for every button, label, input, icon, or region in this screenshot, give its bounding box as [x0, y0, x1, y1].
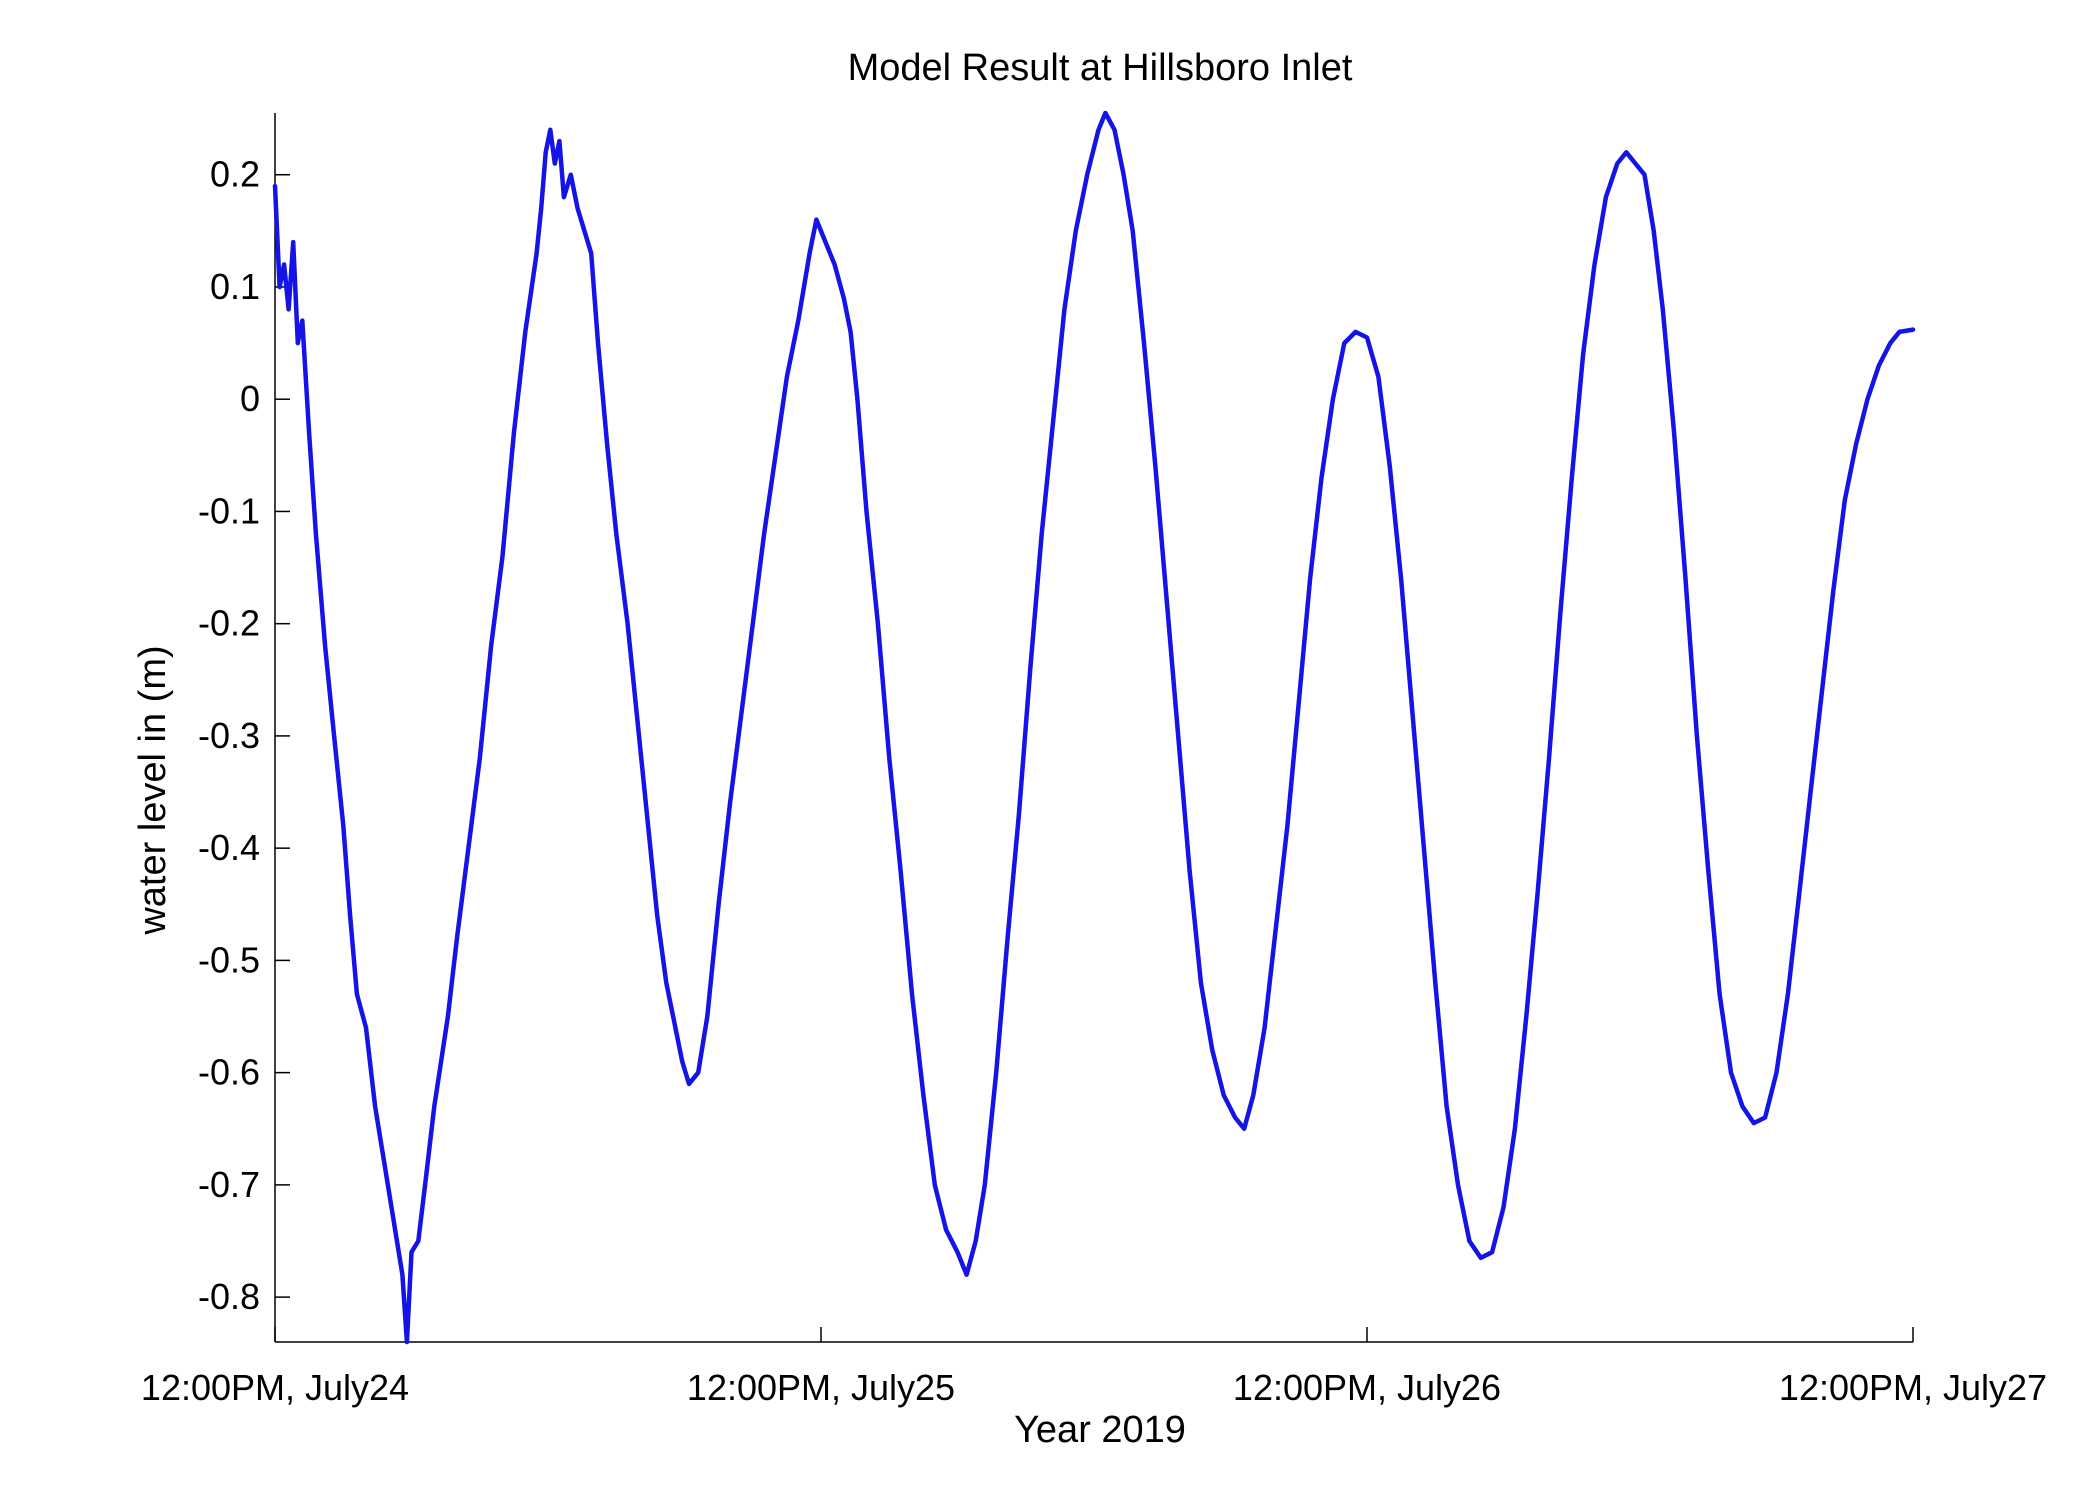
y-tick-label: -0.7: [198, 1164, 260, 1205]
x-axis-label: Year 2019: [1014, 1409, 1186, 1451]
y-tick-label: -0.4: [198, 827, 260, 868]
series-group: [272, 110, 1916, 1345]
series-line-0: [272, 110, 1916, 1345]
y-tick-label: -0.5: [198, 939, 260, 980]
y-tick-label: -0.8: [198, 1276, 260, 1317]
x-tick-label: 12:00PM, July25: [687, 1367, 955, 1408]
y-tick-label: -0.2: [198, 603, 260, 644]
axes: 0.2 0.1 0 -0.1 -0.2 -0.3 -0.4 -0.5 -0.6 -0.7 -0.8 1…: [141, 113, 2047, 1408]
y-tick-label: -0.1: [198, 490, 260, 531]
y-tick-label: -0.3: [198, 715, 260, 756]
y-tick-label: 0.1: [210, 266, 260, 307]
x-tick-label: 12:00PM, July24: [141, 1367, 409, 1408]
y-tick-label: 0.2: [210, 154, 260, 195]
chart-title: Model Result at Hillsboro Inlet: [848, 47, 1353, 89]
x-tick-label: 12:00PM, July26: [1233, 1367, 1501, 1408]
y-axis-label: water level in (m): [132, 645, 174, 935]
y-tick-label: -0.6: [198, 1052, 260, 1093]
y-tick-label: 0: [240, 378, 260, 419]
x-tick-label: 12:00PM, July27: [1779, 1367, 2047, 1408]
